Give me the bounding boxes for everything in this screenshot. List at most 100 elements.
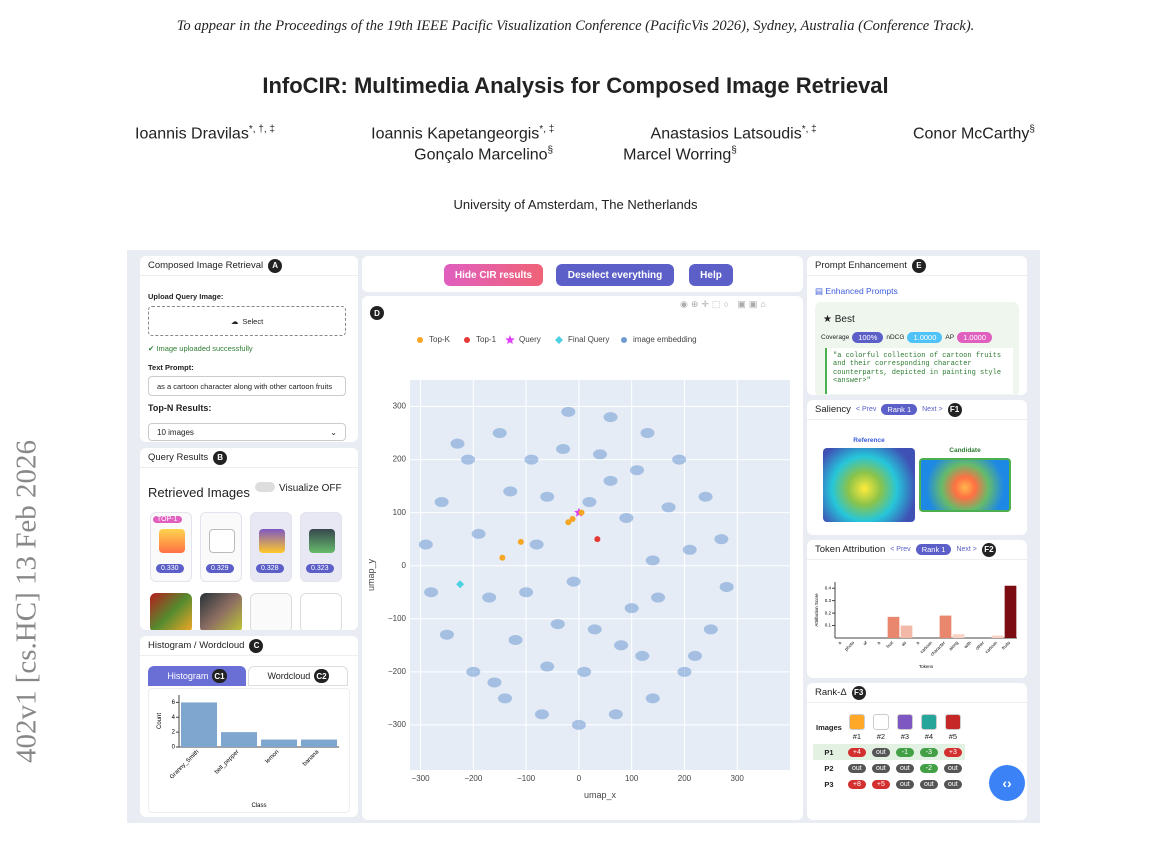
header-cell: #4: [917, 711, 941, 744]
y-tick-label: −300: [388, 720, 407, 729]
point: [578, 509, 585, 516]
toggle-label: Visualize OFF: [279, 483, 342, 494]
bar: [301, 739, 337, 747]
point: [519, 587, 534, 598]
y-tick-label: 100: [393, 508, 407, 517]
point: [550, 619, 565, 630]
delta: -2: [919, 764, 938, 773]
toggle[interactable]: [255, 482, 275, 492]
point: [508, 635, 523, 645]
section-title: Enhanced Prompts: [825, 286, 898, 296]
button[interactable]: Deselect everything: [556, 264, 674, 286]
delta: out: [943, 780, 962, 789]
delta: out: [847, 764, 866, 773]
point: [529, 539, 544, 550]
best: ★ Best: [823, 314, 855, 325]
thumbnail: [150, 593, 192, 630]
prompt-card: ★ Best Coverage 100% nDCG 1.0000 AP 1.0000 "a…: [815, 302, 1019, 395]
y-tick-label: 6: [172, 700, 176, 706]
badge: F3: [851, 685, 866, 700]
button[interactable]: Hide CIR results: [444, 264, 543, 286]
author-line: Ioannis Dravilas*, †, ‡ Ioannis Kapetange…: [135, 124, 1035, 143]
nav-prev[interactable]: < Prev: [890, 546, 911, 553]
tab-label: Histogram: [167, 671, 209, 681]
nav-next[interactable]: Next >: [922, 406, 943, 413]
nav-prev[interactable]: < Prev: [855, 406, 877, 413]
cell: out: [869, 744, 893, 760]
panel-title: Query Results: [148, 452, 209, 463]
point: [688, 650, 702, 661]
author-name: Marcel Worring: [623, 146, 732, 164]
cell: out: [893, 760, 917, 776]
bar: [991, 635, 1004, 638]
thumbnail: 0.323: [300, 512, 342, 582]
author-name: Conor McCarthy: [912, 125, 1030, 143]
point: [498, 693, 512, 704]
image: [259, 529, 285, 553]
header-row: Images #1 #2 #3 #4 #5: [813, 711, 965, 744]
header-cell: #2: [869, 711, 893, 744]
tab[interactable]: Wordcloud C2: [248, 666, 348, 686]
column-label: #2: [876, 732, 886, 741]
panel-title: Composed Image Retrieval: [148, 260, 264, 271]
thumbnail: 0.328: [250, 512, 292, 582]
author-line: Gonçalo Marcelino§ Marcel Worring§: [0, 145, 1151, 164]
delta: +4: [847, 748, 866, 757]
delta: out: [871, 764, 890, 773]
button[interactable]: Help: [689, 264, 733, 286]
point: [482, 592, 497, 603]
cell: out: [941, 776, 965, 792]
thumbnail: [300, 593, 342, 630]
score: 0.328: [256, 564, 284, 573]
panel-title: Rank-Δ: [815, 687, 847, 698]
select-button[interactable]: ☁ Select: [148, 306, 346, 336]
cell: out: [893, 776, 917, 792]
metric-value: 1.0000: [907, 332, 943, 343]
y-tick-label: 0.2: [825, 610, 832, 615]
x-tick-label: 0: [577, 774, 582, 783]
plot-tools[interactable]: ◉⊕✛⬚○ ▣▣⌂: [680, 299, 769, 309]
select-value: 10 images: [157, 428, 194, 437]
paper-title: InfoCIR: Multimedia Analysis for Compose…: [262, 73, 889, 98]
author-marks: *, †, ‡: [248, 124, 275, 135]
prompt-input[interactable]: as a cartoon character along with other …: [148, 376, 346, 396]
x-axis-label: Tokens: [919, 664, 934, 669]
cell: +5: [869, 776, 893, 792]
image: [872, 714, 889, 730]
x-tick-label: a: [915, 640, 921, 646]
panel-f3: Rank-Δ F3 Images #1 #2 #3 #4 #5 P1 +4 out -1 -3 +3 P2…: [807, 683, 1027, 820]
y-tick-label: 0.4: [825, 585, 832, 590]
y-axis-label: umap_y: [366, 558, 376, 591]
saliency-map: [919, 458, 1011, 512]
point: [503, 486, 518, 497]
author-marks: §: [1029, 124, 1035, 135]
badge: C: [249, 638, 264, 653]
author: Ioannis Dravilas*, †, ‡: [135, 124, 275, 143]
point: [461, 454, 476, 465]
row: P3 +8 +5 out out out: [813, 776, 965, 792]
point: [651, 592, 666, 603]
topn-select[interactable]: 10 images ⌄: [148, 423, 346, 441]
point: [561, 406, 576, 417]
point: [698, 491, 713, 502]
cell: out: [941, 760, 965, 776]
tab[interactable]: Histogram C1: [148, 666, 246, 686]
bar: [939, 615, 952, 638]
x-tick-label: fruit: [885, 640, 894, 649]
badge: D: [370, 306, 384, 320]
x-tick-label: character: [929, 640, 946, 657]
point: [534, 709, 549, 720]
header-cell: #5: [941, 711, 965, 744]
point: [635, 650, 650, 661]
header-cell: Images: [816, 723, 842, 732]
panel-c: Histogram / Wordcloud C Histogram C1 Wordc…: [140, 636, 358, 817]
tab-label: Wordcloud: [267, 671, 311, 681]
x-tick-label: 300: [731, 774, 745, 783]
point: [492, 428, 507, 439]
affiliation: University of Amsterdam, The Netherlands: [453, 197, 698, 212]
nav-next[interactable]: Next >: [956, 546, 977, 553]
x-tick-label: cartoon: [984, 640, 999, 655]
column-label: #3: [900, 732, 910, 741]
expand-button[interactable]: ‹›: [989, 765, 1025, 801]
